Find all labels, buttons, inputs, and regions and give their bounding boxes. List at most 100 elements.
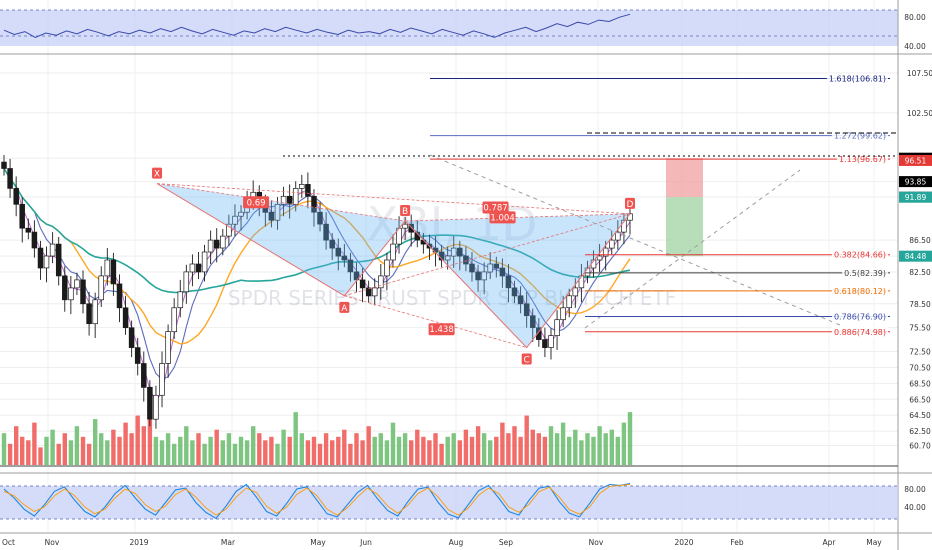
candle [165,324,171,378]
volume-bar [585,433,590,465]
candle [19,197,25,243]
fib-level[interactable]: 0.5(82.39) [585,267,890,279]
candle [341,244,348,268]
candle [511,280,518,303]
volume-bar [172,443,177,465]
time-tick-label: Nov [589,538,604,547]
volume-bar [518,436,523,465]
candle [530,308,536,342]
volume-bar [415,429,420,465]
price-tick-label: 60.70 [909,441,931,450]
volume-bar [232,443,238,465]
volume-bar [105,440,110,465]
candle [195,252,202,280]
volume-bar [178,436,183,465]
volume-bar [378,433,383,465]
candle [25,218,32,240]
pattern-point-c[interactable]: C [521,353,532,366]
volume-bar [287,436,292,465]
volume-bar [615,436,620,465]
volume-bar [591,436,596,465]
pattern-point-b[interactable]: B [400,205,411,217]
fib-extension-levels[interactable]: 1.618(106.81) 1.272(99.62) 1.13(96.67) 0.38… [430,73,890,338]
pattern-point-d[interactable]: D [625,197,635,210]
fib-level-label: 1.618(106.81) [829,74,886,83]
fib-level[interactable]: 0.618(80.12) [585,285,890,297]
candle [469,252,475,282]
trendlines[interactable] [429,154,841,329]
candle [299,174,305,198]
stop-loss-zone [666,158,703,198]
fib-level[interactable]: 1.272(99.62) [430,130,890,142]
volume-bar [457,440,462,465]
fib-level-label: 0.886(74.98) [834,328,886,337]
pattern-point-x[interactable]: X [152,167,163,180]
fib-level[interactable]: 1.618(106.81) [430,73,890,85]
volume-bar [469,436,475,465]
volume-bar [305,440,311,465]
candle [335,238,342,271]
fib-level[interactable]: 0.886(74.98) [585,326,890,338]
fib-level[interactable]: 0.786(76.90) [585,311,890,323]
candle [475,264,481,292]
volume-bar [56,443,61,465]
time-tick-label: 2019 [129,538,148,547]
volume-bar [384,440,390,465]
candle [457,240,463,271]
volume-bar [579,440,584,465]
price-tick-label: 107.50 [907,69,932,78]
time-axis[interactable]: Oct Nov 2019 Mar May Jun Aug Sep Nov 2020 Feb Apr Ma… [2,538,882,547]
price-tick-label: 72.50 [909,348,931,357]
candle [207,230,214,264]
price-tick-label: 82.50 [909,268,931,277]
candle [390,234,396,268]
candle [37,240,44,280]
volume-bar [548,426,554,465]
volume-bar [323,433,329,465]
volume-bar [93,419,98,465]
candle [365,280,372,303]
fib-level[interactable]: 0.382(84.66) [585,249,890,261]
volume-bar [554,433,560,465]
time-tick-label: May [866,538,882,547]
svg-text:1.438: 1.438 [429,325,453,335]
candle [147,380,153,427]
fib-level[interactable]: 1.13(96.67) [430,154,890,166]
candle [238,205,244,231]
candle [80,270,86,314]
descending-trendline[interactable] [429,154,841,326]
candle [347,252,354,282]
volume-bar [451,433,456,465]
price-tick-label: 62.50 [909,427,931,436]
long-position-tool[interactable] [666,158,703,257]
candle [13,176,19,217]
volume-bar [20,436,25,465]
volume-bar [86,443,92,465]
volume-bar [123,422,128,465]
svg-text:D: D [627,200,634,210]
pattern-point-a[interactable]: A [339,301,350,314]
candle [122,295,129,335]
pattern-ratio-label: 1.438 [428,323,455,336]
candle [408,214,414,247]
candle [171,298,177,339]
candle [615,220,621,250]
price-tick-label: 70.50 [909,363,931,372]
time-tick-label: Jun [359,538,372,547]
svg-text:93.85: 93.85 [905,178,927,187]
volume-bar [147,405,153,465]
volume-bar [433,433,438,465]
candle [499,258,506,288]
volume-bar [567,436,572,465]
take-profit-zone [666,197,703,257]
volume-bar [463,429,469,465]
candle [621,213,627,245]
price-axis[interactable]: 107.50 102.50 86.50 82.50 78.50 75.50 72.50 70.… [897,0,932,550]
volume-bar [244,440,250,465]
candle [596,244,603,272]
candle [62,266,68,312]
candle [566,288,572,318]
volume-bar [299,433,304,465]
